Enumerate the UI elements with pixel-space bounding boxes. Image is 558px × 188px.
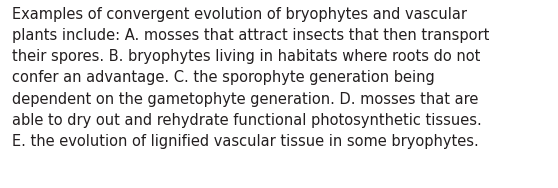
Text: Examples of convergent evolution of bryophytes and vascular
plants include: A. m: Examples of convergent evolution of bryo… [12,7,490,149]
